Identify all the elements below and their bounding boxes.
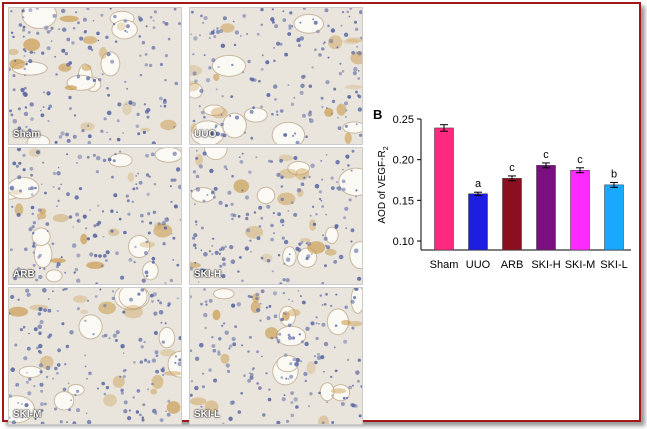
y-tick-label: 0.25	[393, 114, 414, 126]
y-axis-label: AOD of VEGF-R2	[377, 146, 390, 223]
micrograph-ski-l: SKI-L	[189, 287, 363, 425]
x-tick-label: Sham	[430, 259, 459, 271]
significance-label: c	[577, 154, 583, 166]
x-tick-label: ARB	[501, 259, 524, 271]
bar-ski-h	[536, 165, 556, 251]
bar-sham	[434, 127, 454, 251]
micrograph-ski-h: SKI-H	[189, 147, 363, 285]
micrograph-label: Sham	[13, 129, 41, 140]
tissue-texture	[9, 288, 181, 424]
y-tick-label: 0.15	[393, 195, 414, 207]
x-tick-label: SKI-H	[531, 259, 560, 271]
significance-label: b	[611, 168, 617, 180]
micrograph-label: SKI-M	[13, 409, 42, 420]
micrograph-sham: Sham	[8, 7, 182, 145]
significance-label: c	[543, 149, 549, 161]
panel-b-label: B	[373, 107, 383, 122]
micrograph-label: SKI-L	[194, 409, 221, 420]
x-tick-label: UUO	[466, 259, 491, 271]
x-tick-label: SKI-M	[565, 259, 596, 271]
significance-label: c	[509, 162, 515, 174]
bar-uuo	[468, 193, 488, 251]
significance-label: a	[475, 178, 482, 190]
micrograph-uuo: UUO	[189, 7, 363, 145]
y-tick-label: 0.10	[393, 236, 414, 248]
tissue-texture	[190, 148, 362, 284]
micrograph-label: UUO	[194, 129, 217, 140]
tissue-texture	[190, 8, 362, 144]
x-tick-label: SKI-L	[600, 259, 628, 271]
micrograph-ski-m: SKI-M	[8, 287, 182, 425]
micrograph-label: SKI-H	[194, 269, 222, 280]
y-tick-label: 0.20	[393, 155, 414, 167]
bar-ski-m	[570, 169, 590, 251]
tissue-texture	[190, 288, 362, 424]
tissue-texture	[9, 8, 181, 144]
bar-ski-l	[604, 184, 624, 251]
y-axis-label-subscript: 2	[383, 146, 390, 150]
tissue-texture	[9, 148, 181, 284]
micrograph-arb: ARB	[8, 147, 182, 285]
micrograph-label: ARB	[13, 269, 35, 280]
bar-arb	[502, 178, 522, 251]
